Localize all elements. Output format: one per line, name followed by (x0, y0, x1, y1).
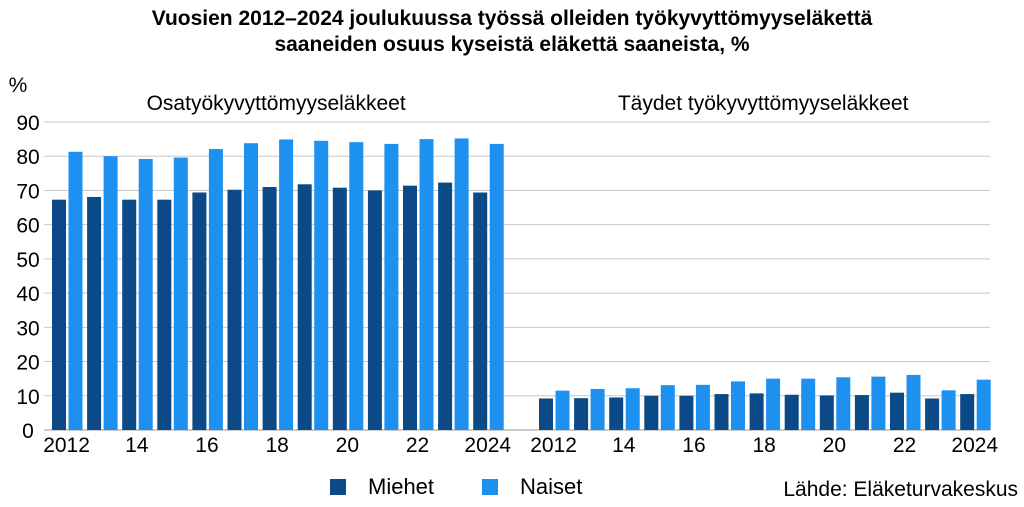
y-tick-label: 70 (16, 180, 39, 203)
x-tick-label: 18 (752, 434, 775, 457)
x-tick-label: 2012 (530, 434, 577, 457)
bar-naiset (138, 158, 153, 430)
bar-miehet (644, 395, 659, 430)
bar-miehet (749, 393, 764, 430)
chart-title-line1: Vuosien 2012–2024 joulukuussa työssä oll… (151, 7, 873, 30)
bar-naiset (489, 143, 504, 430)
bar-naiset (590, 388, 605, 430)
chart-title-line2: saaneiden osuus kyseistä eläkettä saanei… (274, 33, 750, 56)
bar-miehet (122, 199, 137, 430)
x-tick-label: 14 (612, 434, 636, 457)
panel-label-taydet: Täydet työkyvyttömyyseläkkeet (618, 92, 909, 115)
bar-naiset (801, 378, 816, 430)
bar-naiset (555, 390, 570, 430)
bar-miehet (890, 392, 904, 430)
x-tick-label: 22 (893, 434, 916, 457)
bar-miehet (819, 395, 834, 430)
bar-naiset (208, 149, 223, 430)
x-tick-label: 2024 (951, 434, 998, 457)
panel-label-osa: Osatyökyvyttömyyseläkkeet (147, 92, 406, 115)
bar-naiset (454, 138, 469, 430)
bar-miehet (192, 192, 207, 430)
legend-swatch-naiset (482, 479, 499, 495)
bar-naiset (314, 140, 329, 431)
bar-miehet (227, 189, 242, 430)
bar-miehet (438, 182, 453, 430)
legend-label-naiset: Naiset (520, 474, 583, 499)
bar-naiset (279, 139, 294, 430)
bar-naiset (871, 376, 886, 430)
x-tick-label: 2024 (464, 434, 511, 457)
bar-naiset (695, 384, 710, 430)
y-axis-unit: % (9, 74, 28, 97)
bar-naiset (731, 381, 745, 430)
bar-miehet (403, 185, 417, 430)
bar-naiset (836, 377, 851, 430)
y-tick-label: 10 (16, 386, 39, 409)
bar-miehet (87, 196, 102, 430)
x-tick-label: 18 (265, 434, 288, 457)
bar-naiset (384, 143, 399, 430)
bar-miehet (473, 192, 488, 430)
x-tick-label: 2012 (43, 434, 90, 457)
bar-miehet (52, 199, 66, 430)
y-tick-label: 40 (16, 283, 39, 306)
y-tick-label: 30 (16, 317, 39, 340)
y-tick-label: 20 (16, 352, 39, 375)
y-tick-label: 0 (22, 420, 34, 443)
bar-miehet (262, 187, 277, 430)
x-tick-label: 16 (195, 434, 218, 457)
y-tick-label: 60 (16, 215, 39, 238)
legend-label-miehet: Miehet (368, 474, 435, 499)
legend-item-miehet: Miehet (330, 474, 434, 500)
x-tick-label: 14 (125, 434, 149, 457)
bar-miehet (925, 398, 940, 430)
bar-naiset (419, 139, 434, 430)
chart-title: Vuosien 2012–2024 joulukuussa työssä oll… (0, 6, 1024, 58)
bar-miehet (574, 398, 589, 430)
bar-miehet (609, 397, 624, 430)
bar-miehet (332, 187, 347, 430)
y-tick-label: 80 (16, 146, 39, 169)
bar-naiset (766, 378, 781, 430)
bar-naiset (349, 142, 364, 431)
y-tick-label: 90 (16, 112, 39, 135)
y-tick-label: 50 (16, 249, 39, 272)
bar-miehet (297, 184, 312, 430)
x-tick-label: 20 (336, 434, 359, 457)
x-tick-label: 16 (682, 434, 705, 457)
bar-naiset (941, 390, 956, 430)
bar-miehet (960, 394, 975, 430)
bar-miehet (714, 394, 729, 430)
bar-naiset (906, 374, 921, 430)
source-note: Lähde: Eläketurvakeskus (783, 478, 1018, 501)
x-tick-label: 20 (823, 434, 846, 457)
bar-miehet (679, 395, 694, 430)
bar-naiset (173, 157, 188, 430)
legend-item-naiset: Naiset (482, 474, 582, 500)
bar-miehet (157, 199, 172, 430)
legend-swatch-miehet (330, 479, 346, 495)
bar-miehet (367, 190, 382, 430)
bar-miehet (784, 394, 799, 430)
bar-naiset (244, 143, 258, 430)
bar-naiset (68, 151, 83, 431)
bar-naiset (660, 385, 675, 430)
bar-naiset (103, 156, 118, 430)
bar-miehet (854, 395, 869, 430)
bar-miehet (539, 398, 553, 430)
bar-naiset (976, 379, 991, 430)
x-tick-label: 22 (406, 434, 429, 457)
legend: Miehet Naiset (330, 474, 630, 500)
bar-naiset (625, 388, 640, 430)
